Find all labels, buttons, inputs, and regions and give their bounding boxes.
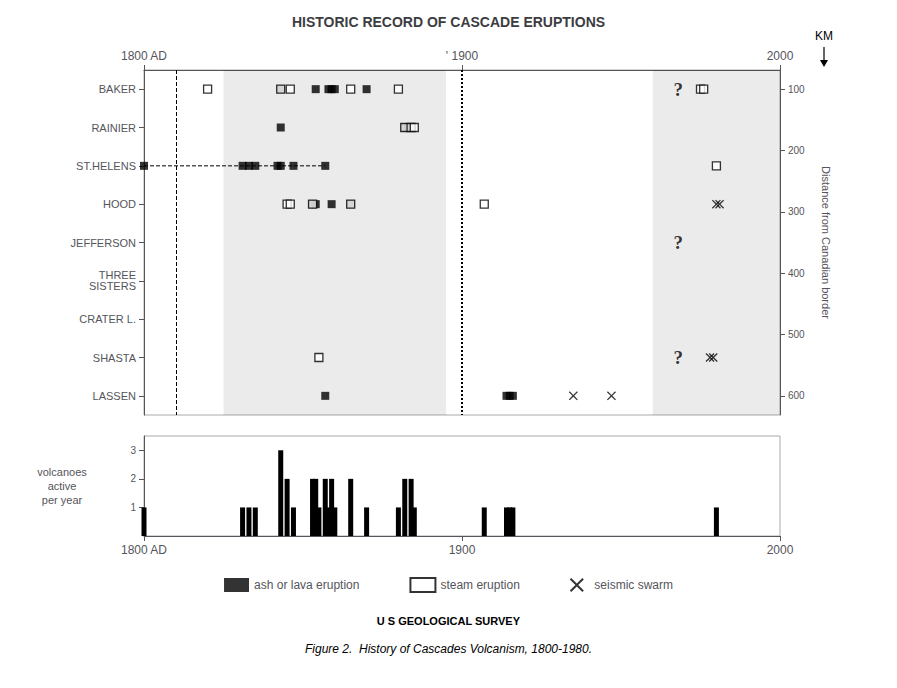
svg-text:1900: 1900 bbox=[449, 543, 476, 557]
svg-text:THREE: THREE bbox=[98, 269, 136, 282]
svg-text:?: ? bbox=[673, 347, 683, 368]
svg-text:2000: 2000 bbox=[767, 543, 794, 557]
svg-text:1800 AD: 1800 AD bbox=[121, 543, 167, 557]
svg-text:per year: per year bbox=[42, 494, 83, 506]
svg-text:RAINIER: RAINIER bbox=[91, 122, 136, 134]
svg-text:JEFFERSON: JEFFERSON bbox=[71, 237, 136, 249]
svg-text:300: 300 bbox=[788, 206, 805, 217]
svg-text:U S GEOLOGICAL SURVEY: U S GEOLOGICAL SURVEY bbox=[377, 615, 521, 627]
svg-text:Figure 2. History of Cascades: Figure 2. History of Cascades Volcanism,… bbox=[305, 642, 592, 656]
svg-text:SHASTA: SHASTA bbox=[93, 352, 137, 364]
svg-text:seismic swarm: seismic swarm bbox=[594, 578, 673, 592]
svg-text:400: 400 bbox=[788, 268, 805, 279]
svg-text:steam eruption: steam eruption bbox=[440, 578, 519, 592]
svg-text:3: 3 bbox=[130, 445, 136, 456]
svg-text:?: ? bbox=[673, 79, 683, 100]
svg-text:100: 100 bbox=[788, 84, 805, 95]
svg-text:' 1900: ' 1900 bbox=[446, 49, 479, 63]
svg-text:200: 200 bbox=[788, 145, 805, 156]
svg-text:volcanoes: volcanoes bbox=[37, 466, 87, 478]
svg-text:ST.HELENS: ST.HELENS bbox=[76, 160, 136, 172]
svg-text:SISTERS: SISTERS bbox=[89, 280, 136, 292]
svg-text:CRATER L.: CRATER L. bbox=[79, 313, 136, 325]
svg-text:HOOD: HOOD bbox=[103, 198, 136, 210]
svg-text:500: 500 bbox=[788, 329, 805, 340]
svg-text:ash or lava eruption: ash or lava eruption bbox=[254, 578, 359, 592]
svg-text:2000: 2000 bbox=[767, 49, 794, 63]
svg-text:600: 600 bbox=[788, 390, 805, 401]
svg-text:1800 AD: 1800 AD bbox=[121, 49, 167, 63]
svg-text:HISTORIC RECORD OF CASCADE ERU: HISTORIC RECORD OF CASCADE ERUPTIONS bbox=[292, 14, 605, 30]
svg-text:?: ? bbox=[673, 232, 683, 253]
svg-text:2: 2 bbox=[130, 473, 136, 484]
svg-text:LASSEN: LASSEN bbox=[93, 390, 136, 402]
svg-text:Distance from Canadian border: Distance from Canadian border bbox=[820, 166, 832, 319]
svg-text:active: active bbox=[48, 480, 77, 492]
svg-text:1: 1 bbox=[130, 502, 136, 513]
svg-text:BAKER: BAKER bbox=[99, 83, 136, 95]
svg-text:KM: KM bbox=[815, 29, 833, 43]
